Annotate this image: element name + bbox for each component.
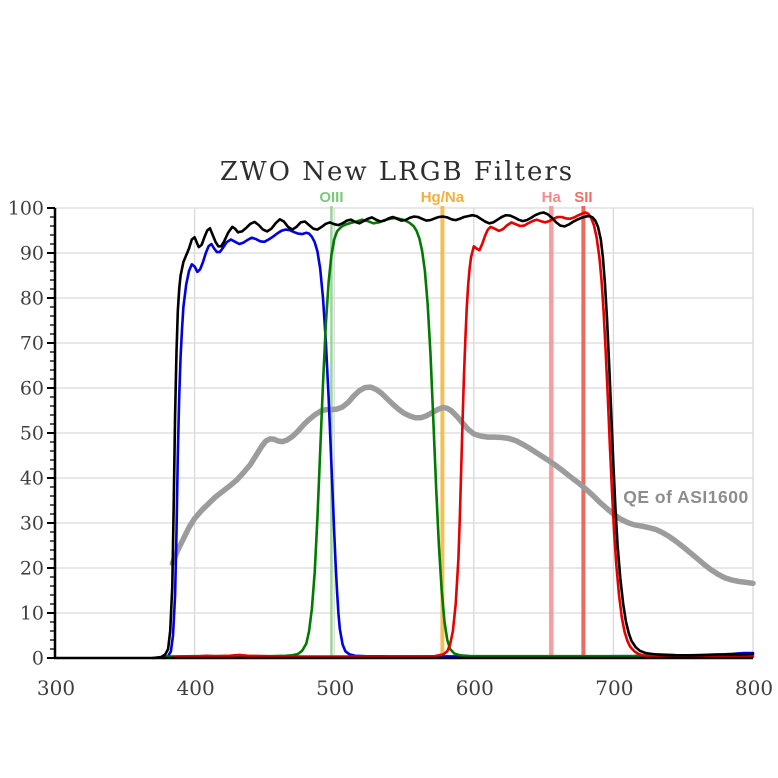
curve-r-filter — [172, 211, 755, 659]
curve-b-filter — [162, 228, 755, 660]
curve-l-filter — [151, 211, 755, 660]
y-tick-label: 60 — [20, 378, 44, 400]
y-tick-label: 70 — [20, 333, 44, 355]
y-tick-label: 0 — [32, 648, 44, 670]
curve-g-filter — [165, 216, 755, 658]
tick-labels-layer: 0 10 20 30 40 50 60 70 80 90 100 300 400 500 600 700 800 — [8, 198, 773, 701]
x-tick-label: 300 — [37, 676, 75, 700]
x-tick-label: 600 — [456, 676, 494, 700]
x-tick-label: 700 — [595, 676, 633, 700]
chart-title: ZWO New LRGB Filters — [220, 157, 574, 187]
y-tick-label: 10 — [20, 603, 44, 625]
y-tick-label: 20 — [20, 558, 44, 580]
qe-annotation: QE of ASI1600 — [623, 487, 748, 507]
emission-labels-layer: OIII Hg/Na Ha SII — [319, 189, 592, 206]
y-tick-label: 80 — [20, 288, 44, 310]
y-tick-label: 40 — [20, 468, 44, 490]
emission-line-label: OIII — [319, 189, 343, 206]
y-tick-label: 100 — [8, 198, 44, 220]
axes-layer — [47, 207, 753, 660]
y-tick-label: 90 — [20, 243, 44, 265]
x-tick-label: 500 — [316, 676, 354, 700]
curve-qe-of-asi1600 — [169, 384, 756, 587]
series-layer — [151, 211, 756, 660]
x-tick-label: 800 — [735, 676, 773, 700]
grid-layer — [55, 207, 754, 658]
y-tick-label: 50 — [20, 423, 44, 445]
emission-line-label: Hg/Na — [421, 189, 465, 206]
emission-line-label: SII — [574, 189, 592, 206]
x-tick-label: 400 — [177, 676, 215, 700]
emission-line-label: Ha — [542, 189, 562, 206]
y-tick-label: 30 — [20, 513, 44, 535]
